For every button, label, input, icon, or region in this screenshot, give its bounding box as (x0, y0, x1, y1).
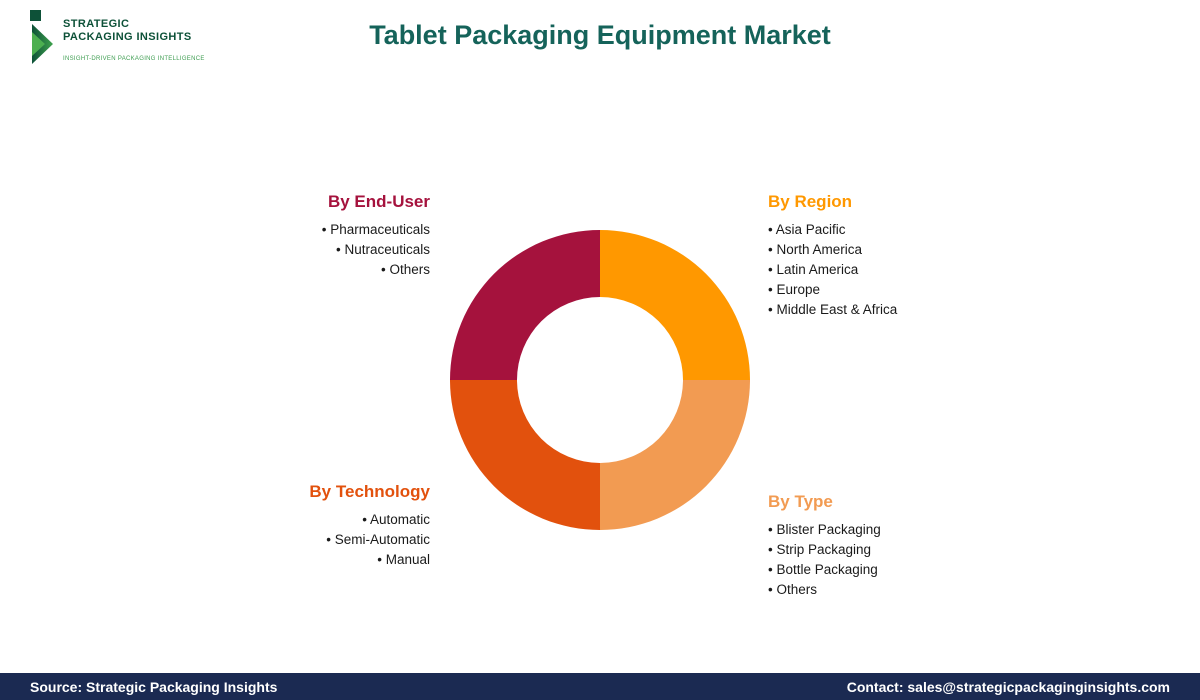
type-list: Blister Packaging Strip Packaging Bottle… (768, 520, 1028, 600)
technology-list: Automatic Semi-Automatic Manual (170, 510, 430, 570)
list-item: Latin America (768, 260, 1028, 280)
list-item: Asia Pacific (768, 220, 1028, 240)
logo-text: STRATEGIC PACKAGING INSIGHTS INSIGHT-DRI… (63, 10, 205, 62)
logo-name-line1: STRATEGIC (63, 18, 130, 30)
section-heading-technology: By Technology (309, 482, 430, 501)
section-technology: By Technology Automatic Semi-Automatic M… (170, 482, 430, 570)
section-type: By Type Blister Packaging Strip Packagin… (768, 492, 1028, 600)
list-item: Strip Packaging (768, 540, 1028, 560)
list-item: Manual (170, 550, 430, 570)
footer-contact: Contact: sales@strategicpackaginginsight… (846, 678, 1170, 695)
list-item: Blister Packaging (768, 520, 1028, 540)
logo-tagline: INSIGHT-DRIVEN PACKAGING INTELLIGENCE (63, 56, 205, 62)
section-heading-end-user: By End-User (327, 192, 430, 211)
section-heading-region: By Region (768, 192, 853, 211)
donut-segment-technology (450, 380, 600, 530)
section-region: By Region Asia Pacific North America Lat… (768, 192, 1028, 320)
list-item: Pharmaceuticals (170, 220, 430, 240)
donut-chart (450, 230, 750, 530)
list-item: Nutraceuticals (170, 240, 430, 260)
list-item: Automatic (170, 510, 430, 530)
donut-segment-region (600, 230, 750, 380)
section-end-user: By End-User Pharmaceuticals Nutraceutica… (170, 192, 430, 280)
footer-source: Source: Strategic Packaging Insights (30, 678, 278, 695)
donut-segment-end-user (450, 230, 600, 380)
donut-segment-type (600, 380, 750, 530)
footer-bar: Source: Strategic Packaging Insights Con… (0, 673, 1200, 700)
logo-name-line2: PACKAGING INSIGHTS (63, 31, 192, 43)
logo: STRATEGIC PACKAGING INSIGHTS INSIGHT-DRI… (30, 10, 205, 66)
list-item: Middle East & Africa (768, 300, 1028, 320)
list-item: Bottle Packaging (768, 560, 1028, 580)
list-item: Semi-Automatic (170, 530, 430, 550)
section-heading-type: By Type (768, 492, 833, 511)
list-item: North America (768, 240, 1028, 260)
list-item: Others (170, 260, 430, 280)
logo-chevron-icon (30, 10, 53, 64)
end-user-list: Pharmaceuticals Nutraceuticals Others (170, 220, 430, 280)
list-item: Europe (768, 280, 1028, 300)
page-title: Tablet Packaging Equipment Market (369, 20, 831, 50)
list-item: Others (768, 580, 1028, 600)
region-list: Asia Pacific North America Latin America… (768, 220, 1028, 320)
